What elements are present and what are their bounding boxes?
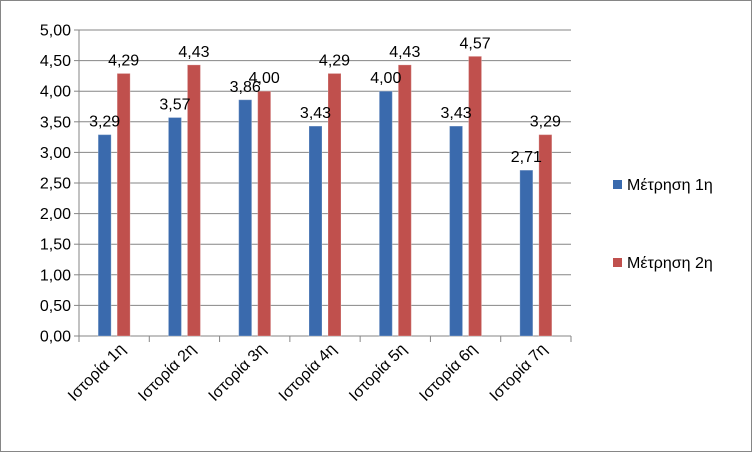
data-label-series-1: 3,43	[300, 105, 331, 122]
y-tick-label: 3,00	[40, 145, 71, 162]
data-label-series-2: 4,57	[460, 35, 491, 52]
data-label-series-2: 4,43	[389, 44, 420, 61]
legend: Μέτρηση 1η Μέτρηση 2η	[613, 177, 713, 272]
legend-swatch-series-1	[613, 180, 622, 189]
data-label-series-2: 4,29	[319, 52, 350, 69]
y-tick-labels: 0,00 0,50 1,00 1,50 2,00 2,50 3,00 3,50 4,00 4,50…	[40, 23, 71, 346]
y-tick-label: 2,00	[40, 206, 71, 223]
category-label: Ιστορία 3η	[206, 341, 270, 405]
bars	[97, 55, 553, 337]
data-label-series-1: 4,00	[370, 70, 401, 87]
data-label-series-1: 3,57	[159, 97, 190, 114]
category-label: Ιστορία 2η	[135, 341, 199, 405]
y-tick-label: 4,00	[40, 84, 71, 101]
axes	[74, 29, 572, 342]
bar-series-1	[238, 99, 253, 337]
category-label: Ιστορία 1η	[65, 341, 129, 405]
bar-series-1	[97, 134, 112, 337]
bar-series-1	[519, 169, 534, 337]
bar-series-2	[538, 134, 553, 337]
y-tick-label: 1,50	[40, 237, 71, 254]
y-tick-label: 5,00	[40, 23, 71, 40]
data-labels: 3,294,293,574,433,864,003,434,294,004,43…	[89, 35, 561, 166]
bar-series-1	[378, 90, 393, 337]
category-labels: Ιστορία 1η Ιστορία 2η Ιστορία 3η Ιστορία 4η…	[65, 341, 551, 405]
data-label-series-2: 4,43	[178, 44, 209, 61]
bar-series-2	[116, 72, 131, 337]
category-label: Ιστορία 7η	[487, 341, 551, 405]
bar-series-1	[449, 125, 464, 337]
data-label-series-2: 3,29	[530, 114, 561, 131]
legend-label-series-2: Μέτρηση 2η	[627, 255, 713, 272]
bar-series-2	[468, 55, 483, 337]
category-label: Ιστορία 5η	[346, 341, 410, 405]
y-tick-label: 3,50	[40, 114, 71, 131]
data-label-series-2: 4,00	[249, 70, 280, 87]
category-label: Ιστορία 6η	[416, 341, 480, 405]
gridlines	[79, 29, 571, 306]
bar-series-1	[308, 125, 323, 337]
bar-series-1	[167, 117, 182, 337]
y-tick-label: 1,00	[40, 267, 71, 284]
bar-series-2	[257, 90, 272, 337]
y-tick-label: 4,50	[40, 53, 71, 70]
data-label-series-1: 3,29	[89, 114, 120, 131]
bar-series-2	[327, 72, 342, 337]
data-label-series-2: 4,29	[108, 52, 139, 69]
y-tick-label: 0,50	[40, 298, 71, 315]
y-tick-label: 2,50	[40, 176, 71, 193]
data-label-series-1: 3,86	[230, 79, 261, 96]
bar-series-2	[397, 64, 412, 337]
y-tick-label: 0,00	[40, 329, 71, 346]
legend-swatch-series-2	[613, 258, 622, 267]
category-label: Ιστορία 4η	[276, 341, 340, 405]
bar-series-2	[186, 64, 201, 337]
data-label-series-1: 3,43	[441, 105, 472, 122]
data-label-series-1: 2,71	[511, 149, 542, 166]
legend-label-series-1: Μέτρηση 1η	[627, 177, 713, 194]
